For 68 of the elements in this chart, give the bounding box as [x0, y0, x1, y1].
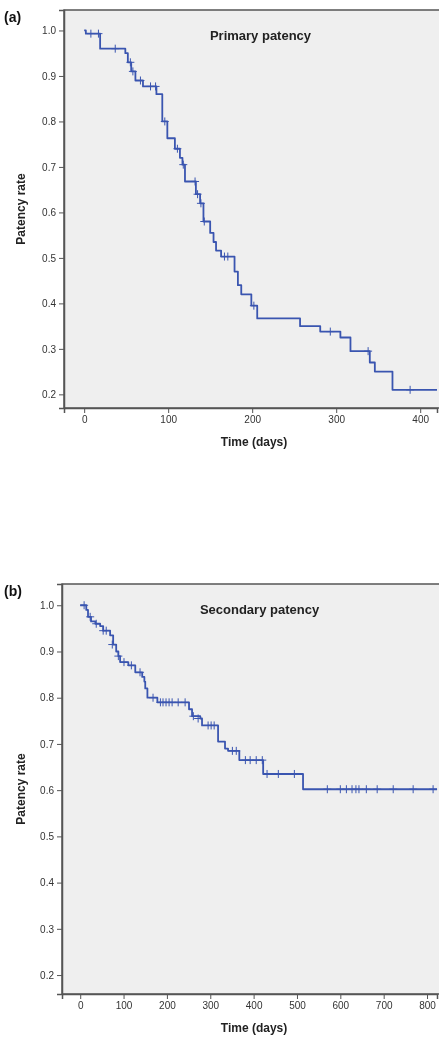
x-tick-label: 100 — [160, 414, 178, 426]
point — [93, 29, 103, 39]
x-tick-label: 600 — [332, 1000, 350, 1012]
y-tick-label: 0.7 — [42, 161, 57, 173]
point — [196, 198, 206, 208]
x-tick-label: 700 — [375, 1000, 393, 1012]
point — [257, 755, 267, 765]
point — [408, 784, 418, 794]
y-tick-label: 0.6 — [42, 207, 57, 219]
text: (b) — [4, 583, 22, 599]
point — [85, 612, 95, 622]
point — [405, 385, 415, 395]
text: Primary patency — [209, 28, 312, 43]
point — [135, 667, 145, 677]
y-axis-title: Patency rate — [14, 172, 28, 245]
y-tick-label: 0.9 — [40, 646, 55, 658]
point — [110, 44, 120, 54]
x-tick-label: 0 — [77, 1000, 84, 1012]
point — [428, 784, 438, 794]
point — [180, 697, 190, 707]
y-tick-label: 0.9 — [42, 70, 57, 82]
point — [251, 755, 261, 765]
y-tick-label: 0.4 — [42, 298, 57, 310]
point — [363, 346, 373, 356]
y-tick-label: 0.2 — [42, 389, 57, 401]
y-tick-label: 0.5 — [42, 252, 57, 264]
point — [172, 144, 182, 154]
y-tick-label: 0.4 — [40, 877, 55, 889]
point — [178, 160, 188, 170]
x-tick-label: 100 — [115, 1000, 133, 1012]
y-tick-label: 0.3 — [40, 923, 55, 935]
text: (a) — [4, 9, 22, 25]
y-tick-label: 0.5 — [40, 831, 55, 843]
y-tick-label: 0.8 — [42, 116, 57, 128]
x-tick-label: 300 — [328, 414, 346, 426]
x-axis-title: Time (days) — [220, 435, 288, 449]
point — [160, 116, 170, 126]
x-tick-label: 400 — [412, 414, 430, 426]
x-tick-label: 500 — [289, 1000, 307, 1012]
y-tick-label: 0.2 — [40, 969, 55, 981]
point — [372, 784, 382, 794]
y-tick-label: 1.0 — [42, 25, 57, 37]
x-tick-label: 400 — [245, 1000, 263, 1012]
point — [361, 784, 371, 794]
point — [245, 755, 255, 765]
x-tick-label: 200 — [159, 1000, 177, 1012]
x-tick-label: 0 — [81, 414, 88, 426]
point — [193, 189, 203, 199]
x-tick-label: 200 — [244, 414, 262, 426]
point — [126, 660, 136, 670]
y-tick-label: 0.8 — [40, 692, 55, 704]
y-tick-label: 0.6 — [40, 784, 55, 796]
x-axis-title: Time (days) — [220, 1021, 288, 1035]
point — [86, 29, 96, 39]
point — [148, 693, 158, 703]
text: Secondary patency — [199, 602, 320, 617]
x-tick-label: 800 — [419, 1000, 437, 1012]
y-tick-label: 0.7 — [40, 738, 55, 750]
y-tick-label: 0.3 — [42, 343, 57, 355]
point — [125, 57, 135, 67]
point — [151, 81, 161, 91]
y-tick-label: 1.0 — [40, 599, 55, 611]
y-axis-title: Patency rate — [14, 752, 28, 825]
x-tick-label: 300 — [202, 1000, 220, 1012]
point — [388, 784, 398, 794]
point — [128, 66, 138, 76]
point — [325, 327, 335, 337]
point — [322, 784, 332, 794]
